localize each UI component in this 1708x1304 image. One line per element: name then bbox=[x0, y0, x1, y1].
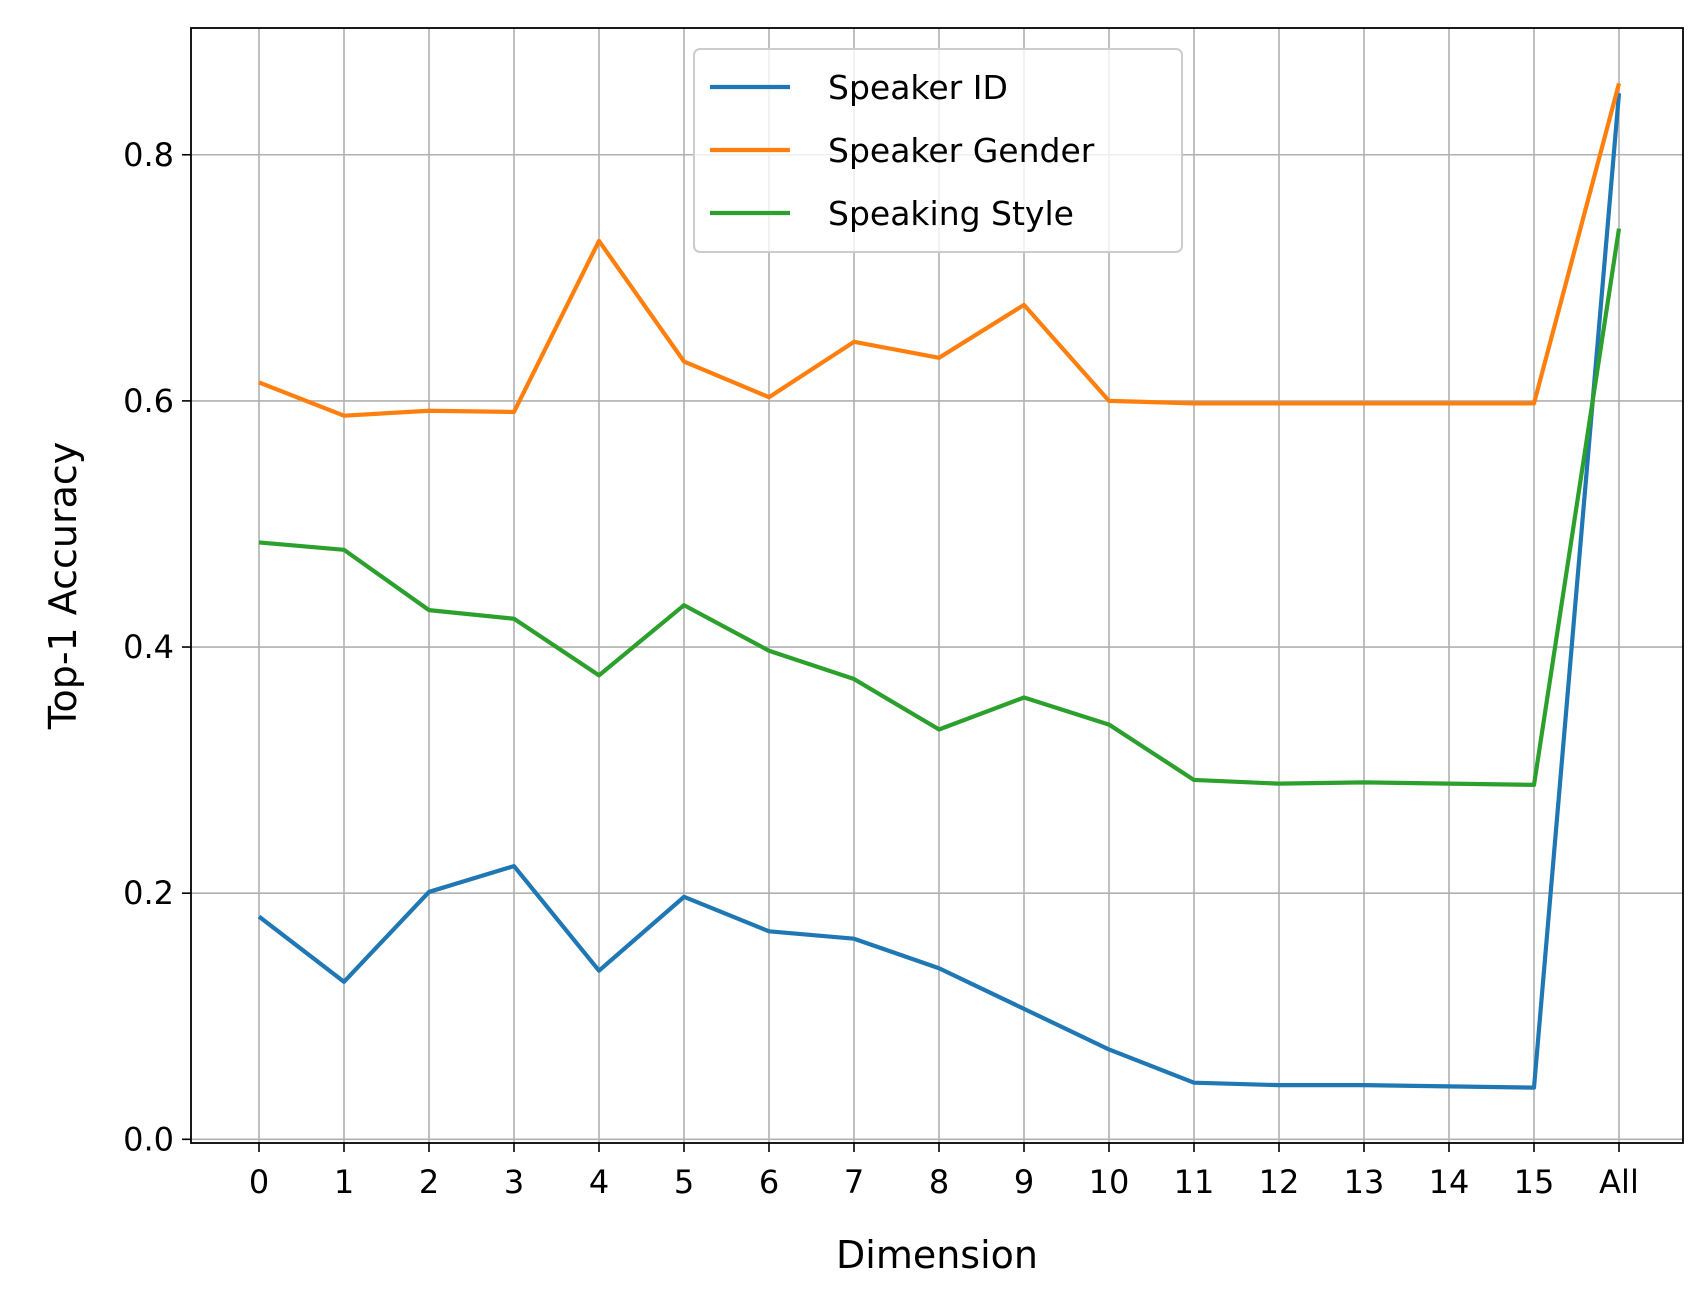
x-tick-label: 5 bbox=[674, 1163, 694, 1201]
x-tick-label: 11 bbox=[1174, 1163, 1215, 1201]
x-tick-label: 13 bbox=[1344, 1163, 1385, 1201]
x-tick-label: 9 bbox=[1014, 1163, 1034, 1201]
x-tick-label: 7 bbox=[844, 1163, 864, 1201]
y-axis: 0.0 0.2 0.4 0.6 0.8 bbox=[123, 136, 191, 1158]
y-tick-label: 0.6 bbox=[123, 382, 174, 420]
x-tick-label: 2 bbox=[419, 1163, 439, 1201]
x-tick-label: 12 bbox=[1259, 1163, 1300, 1201]
legend-label: Speaking Style bbox=[828, 194, 1074, 233]
x-axis: 0 1 2 3 4 5 6 7 8 9 10 11 12 13 14 15 All bbox=[249, 1143, 1639, 1201]
x-tick-label: 10 bbox=[1089, 1163, 1130, 1201]
series-line-speaker-gender bbox=[258, 82, 1622, 418]
legend-box bbox=[693, 48, 1183, 253]
x-tick-label: All bbox=[1599, 1163, 1639, 1201]
legend-label: Speaker Gender bbox=[828, 131, 1095, 170]
series-layer bbox=[257, 82, 1622, 1090]
x-tick-label: 0 bbox=[249, 1163, 269, 1201]
series-line-speaking-style bbox=[258, 228, 1622, 787]
x-tick-label: 15 bbox=[1514, 1163, 1555, 1201]
legend-label: Speaker ID bbox=[828, 68, 1008, 107]
x-tick-label: 4 bbox=[589, 1163, 609, 1201]
x-tick-label: 3 bbox=[504, 1163, 524, 1201]
y-axis-label: Top-1 Accuracy bbox=[41, 442, 85, 731]
y-tick-label: 0.2 bbox=[123, 874, 174, 912]
x-tick-label: 6 bbox=[759, 1163, 779, 1201]
x-axis-label: Dimension bbox=[836, 1233, 1038, 1277]
legend: Speaker ID Speaker Gender Speaking Style bbox=[693, 48, 1183, 253]
y-tick-label: 0.0 bbox=[123, 1120, 174, 1158]
series-line-speaker-id bbox=[257, 93, 1622, 1090]
y-tick-label: 0.4 bbox=[123, 628, 174, 666]
x-tick-label: 14 bbox=[1429, 1163, 1470, 1201]
x-tick-label: 1 bbox=[334, 1163, 354, 1201]
y-tick-label: 0.8 bbox=[123, 136, 174, 174]
x-tick-label: 8 bbox=[929, 1163, 949, 1201]
plot-frame bbox=[190, 27, 1684, 1144]
